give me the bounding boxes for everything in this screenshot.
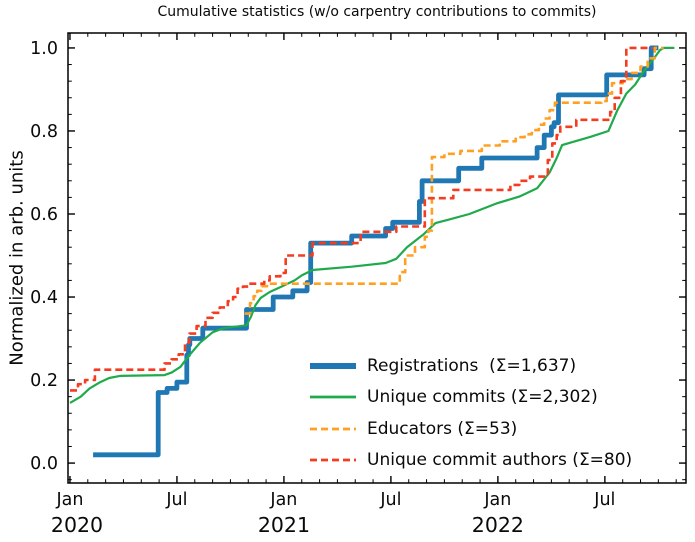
svg-text:0.4: 0.4 [30,288,58,308]
svg-text:Jul: Jul [593,490,615,510]
svg-text:Jan: Jan [55,490,83,510]
svg-text:0.6: 0.6 [30,205,58,225]
chart-title: Cumulative statistics (w/o carpentry con… [157,4,597,20]
legend-label-educators: Educators (Σ=53) [367,418,518,439]
legend-item-unique-commits: Unique commits (Σ=2,302) [310,382,632,414]
svg-text:2022: 2022 [472,513,524,537]
svg-text:0.8: 0.8 [30,122,58,142]
legend: Registrations (Σ=1,637) Unique commits (… [310,350,632,476]
svg-text:Jul: Jul [379,490,401,510]
svg-text:0.0: 0.0 [30,454,58,474]
legend-label-registrations: Registrations (Σ=1,637) [367,355,577,376]
legend-label-unique-commit-authors: Unique commit authors (Σ=80) [367,450,633,471]
legend-line-sample-registrations [310,362,356,369]
legend-label-unique-commits: Unique commits (Σ=2,302) [367,387,598,408]
legend-line-sample-educators [310,427,356,431]
legend-line-sample-unique-commits [310,395,356,399]
legend-item-educators: Educators (Σ=53) [310,413,632,445]
legend-item-registrations: Registrations (Σ=1,637) [310,350,632,382]
legend-line-sample-unique-commit-authors [310,458,356,462]
legend-item-unique-commit-authors: Unique commit authors (Σ=80) [310,445,632,477]
svg-text:Jul: Jul [165,490,187,510]
svg-text:0.2: 0.2 [30,371,58,391]
svg-text:Jan: Jan [483,490,511,510]
svg-text:1.0: 1.0 [30,39,58,59]
svg-text:2020: 2020 [51,513,103,537]
svg-text:Jan: Jan [269,490,297,510]
svg-text:2021: 2021 [258,513,310,537]
